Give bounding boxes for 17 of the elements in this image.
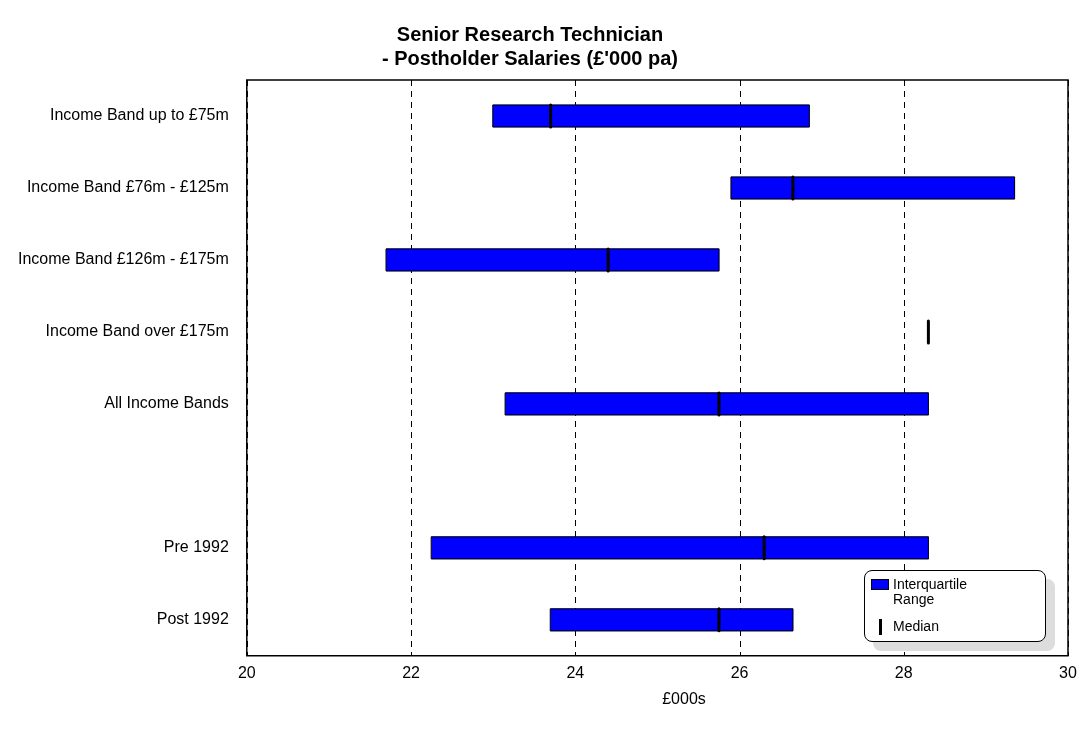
y-tick-label: Income Band £126m - £175m bbox=[17, 250, 229, 268]
y-tick-label: Income Band over £175m bbox=[45, 322, 229, 340]
x-tick-label: 30 bbox=[1059, 663, 1077, 681]
y-tick-label: All Income Bands bbox=[104, 394, 229, 412]
x-tick-label: 24 bbox=[566, 663, 585, 681]
y-tick-label: Pre 1992 bbox=[163, 538, 229, 556]
annotation: Median bbox=[893, 618, 940, 634]
y-tick-label: Post 1992 bbox=[156, 610, 229, 628]
x-tick-label: 28 bbox=[894, 663, 913, 681]
y-tick-label: Income Band up to £75m bbox=[50, 106, 229, 124]
chart-title: Senior Research Technician - Postholder Salaries (£'000 pa) bbox=[381, 22, 679, 70]
x-tick-label: 20 bbox=[237, 663, 256, 681]
x-tick-label: 26 bbox=[730, 663, 749, 681]
y-tick-label: Income Band £76m - £125m bbox=[26, 178, 229, 196]
x-axis-title: £000s bbox=[661, 690, 707, 708]
legend-label: Interquartile Range bbox=[893, 576, 968, 607]
x-tick-label: 22 bbox=[402, 663, 421, 681]
